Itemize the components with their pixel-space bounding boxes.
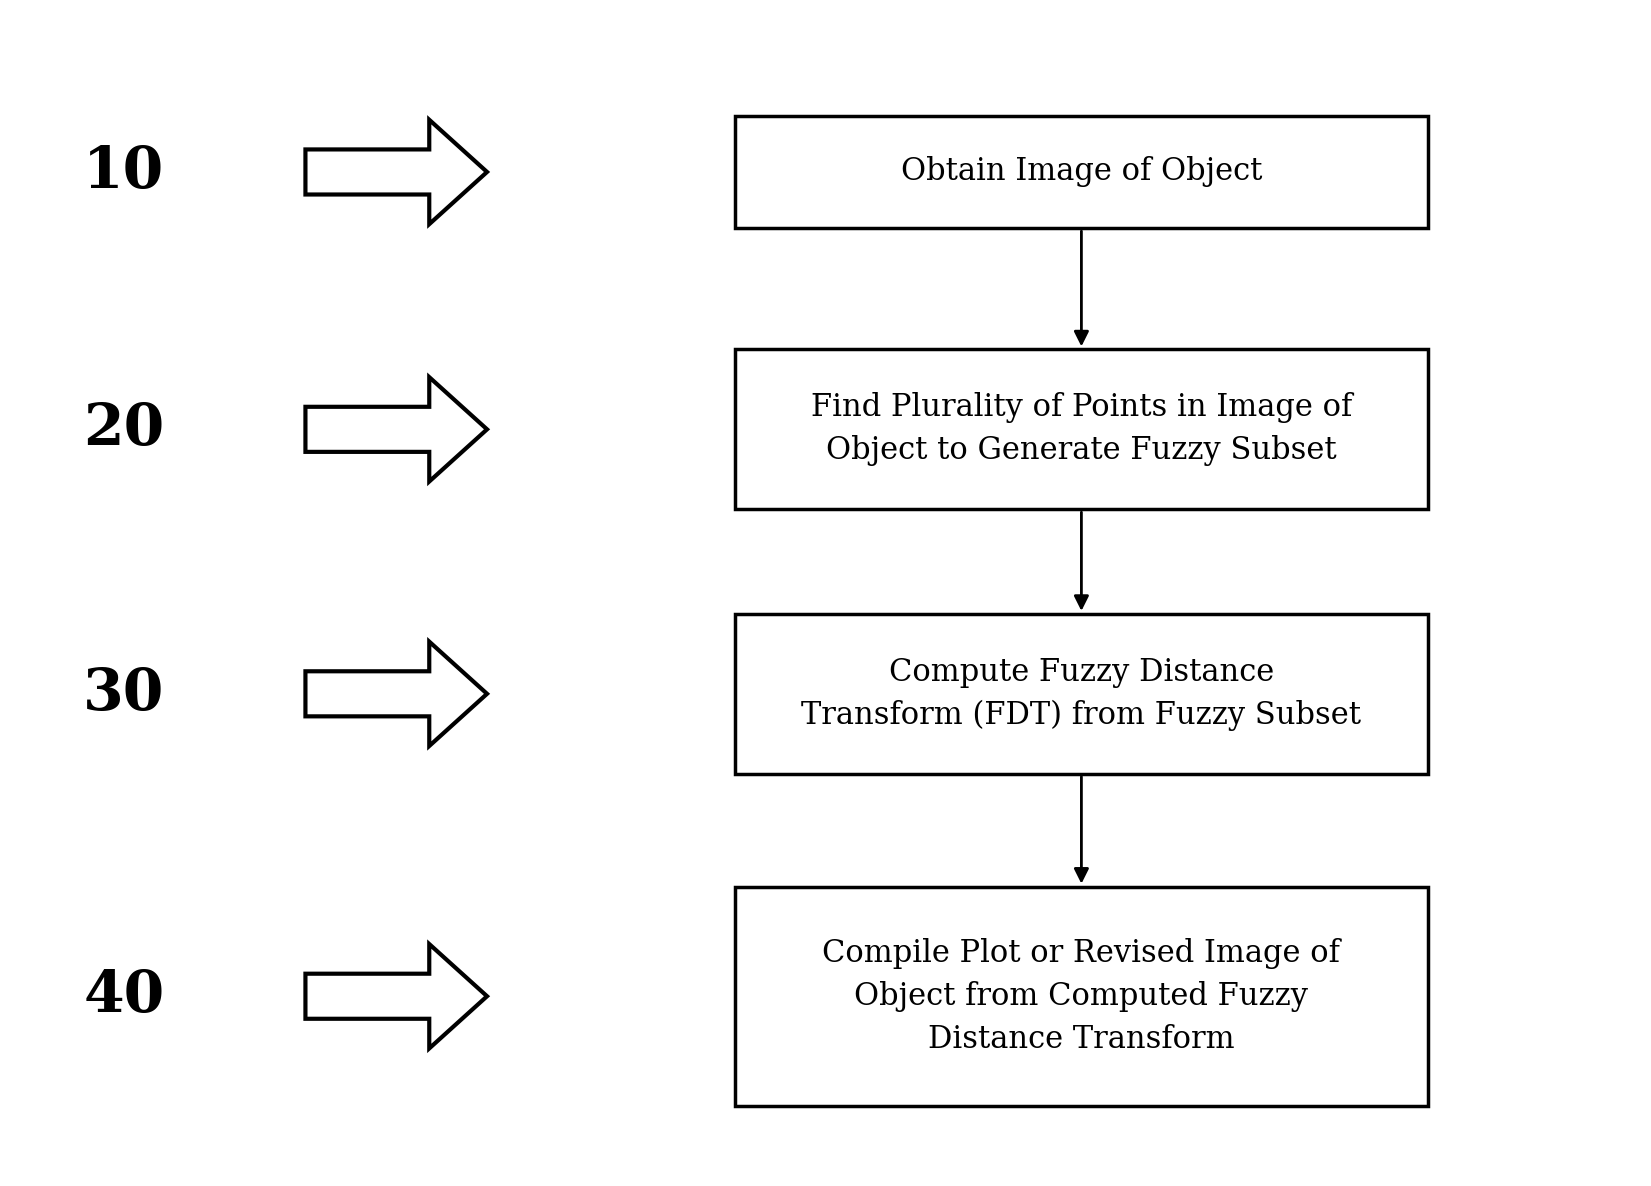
Text: 40: 40 [83, 968, 165, 1025]
Text: 20: 20 [83, 401, 165, 458]
Bar [735, 887, 1428, 1105]
Text: 10: 10 [83, 144, 165, 200]
Polygon shape [305, 120, 487, 224]
Text: Find Plurality of Points in Image of
Object to Generate Fuzzy Subset: Find Plurality of Points in Image of Obj… [811, 393, 1352, 466]
Polygon shape [305, 944, 487, 1048]
Text: 30: 30 [83, 665, 165, 722]
Text: Compute Fuzzy Distance
Transform (FDT) from Fuzzy Subset: Compute Fuzzy Distance Transform (FDT) f… [801, 657, 1362, 731]
Polygon shape [305, 377, 487, 482]
Bar [735, 349, 1428, 510]
Text: Compile Plot or Revised Image of
Object from Computed Fuzzy
Distance Transform: Compile Plot or Revised Image of Object … [822, 938, 1341, 1054]
Bar [735, 116, 1428, 228]
Bar [735, 614, 1428, 774]
Text: Obtain Image of Object: Obtain Image of Object [901, 157, 1261, 187]
Polygon shape [305, 642, 487, 746]
